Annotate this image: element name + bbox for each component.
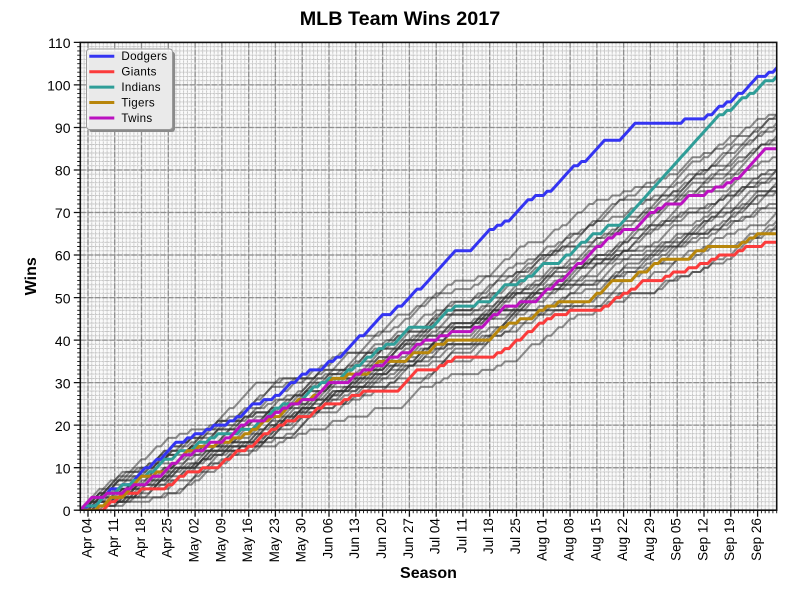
svg-text:Apr 11: Apr 11: [106, 518, 121, 557]
svg-text:Aug 15: Aug 15: [588, 518, 603, 561]
svg-text:50: 50: [55, 290, 71, 306]
svg-text:Sep 12: Sep 12: [695, 518, 710, 561]
svg-text:100: 100: [47, 78, 71, 94]
svg-text:MLB Team Wins 2017: MLB Team Wins 2017: [300, 8, 501, 30]
svg-text:90: 90: [55, 120, 71, 136]
svg-text:Sep 26: Sep 26: [749, 518, 764, 561]
svg-text:Sep 05: Sep 05: [669, 518, 684, 561]
svg-text:Twins: Twins: [121, 112, 152, 125]
svg-text:Giants: Giants: [121, 66, 156, 79]
svg-text:Jun 27: Jun 27: [401, 518, 416, 559]
svg-text:May 02: May 02: [187, 518, 202, 562]
svg-text:Aug 29: Aug 29: [642, 518, 657, 561]
svg-text:May 23: May 23: [267, 518, 282, 562]
svg-text:Tigers: Tigers: [121, 96, 155, 109]
svg-text:Aug 08: Aug 08: [562, 518, 577, 561]
svg-text:Jul 04: Jul 04: [428, 518, 443, 555]
svg-text:30: 30: [55, 375, 71, 391]
svg-text:Wins: Wins: [23, 257, 40, 295]
svg-text:20: 20: [55, 418, 71, 434]
svg-text:Jun 06: Jun 06: [320, 518, 335, 559]
svg-text:Season: Season: [400, 565, 457, 582]
svg-text:Sep 19: Sep 19: [722, 518, 737, 561]
svg-text:Indians: Indians: [121, 81, 160, 94]
svg-text:110: 110: [48, 35, 71, 51]
svg-text:May 09: May 09: [213, 518, 228, 562]
svg-text:Apr 25: Apr 25: [160, 518, 175, 558]
svg-text:Jun 20: Jun 20: [374, 518, 389, 559]
svg-text:Jul 25: Jul 25: [508, 518, 523, 554]
svg-text:Apr 18: Apr 18: [133, 518, 148, 558]
svg-text:70: 70: [55, 205, 71, 221]
svg-text:10: 10: [55, 460, 71, 476]
svg-text:May 16: May 16: [240, 518, 255, 562]
svg-text:Aug 22: Aug 22: [615, 518, 630, 561]
svg-text:May 30: May 30: [294, 518, 309, 562]
svg-text:Jul 18: Jul 18: [481, 518, 496, 554]
svg-text:60: 60: [55, 248, 71, 264]
svg-text:Dodgers: Dodgers: [121, 50, 167, 63]
svg-text:40: 40: [55, 333, 71, 349]
svg-text:80: 80: [55, 163, 71, 179]
svg-text:Jul 11: Jul 11: [454, 518, 469, 553]
svg-text:0: 0: [63, 503, 71, 519]
svg-text:Jun 13: Jun 13: [347, 518, 362, 559]
svg-text:Apr 04: Apr 04: [79, 518, 94, 558]
svg-text:Aug 01: Aug 01: [535, 518, 550, 561]
